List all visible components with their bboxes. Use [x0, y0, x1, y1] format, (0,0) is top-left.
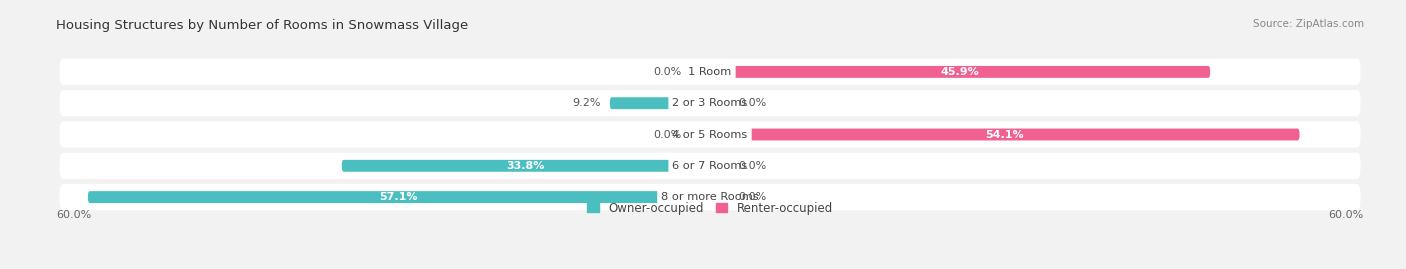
Text: 4 or 5 Rooms: 4 or 5 Rooms	[672, 129, 748, 140]
FancyBboxPatch shape	[710, 160, 730, 172]
Text: Housing Structures by Number of Rooms in Snowmass Village: Housing Structures by Number of Rooms in…	[56, 19, 468, 32]
Text: 0.0%: 0.0%	[654, 129, 682, 140]
FancyBboxPatch shape	[710, 66, 1211, 78]
Text: 57.1%: 57.1%	[380, 192, 418, 202]
Text: 6 or 7 Rooms: 6 or 7 Rooms	[672, 161, 748, 171]
FancyBboxPatch shape	[59, 90, 1361, 116]
FancyBboxPatch shape	[59, 153, 1361, 179]
Text: 0.0%: 0.0%	[654, 67, 682, 77]
FancyBboxPatch shape	[710, 129, 1299, 140]
FancyBboxPatch shape	[87, 191, 710, 203]
Legend: Owner-occupied, Renter-occupied: Owner-occupied, Renter-occupied	[586, 202, 834, 215]
Text: 8 or more Rooms: 8 or more Rooms	[661, 192, 759, 202]
FancyBboxPatch shape	[610, 97, 710, 109]
Text: 0.0%: 0.0%	[738, 98, 766, 108]
FancyBboxPatch shape	[690, 129, 710, 140]
Text: 33.8%: 33.8%	[506, 161, 546, 171]
Text: 45.9%: 45.9%	[941, 67, 980, 77]
Text: 0.0%: 0.0%	[738, 192, 766, 202]
FancyBboxPatch shape	[59, 59, 1361, 85]
FancyBboxPatch shape	[690, 66, 710, 78]
Text: 9.2%: 9.2%	[572, 98, 602, 108]
Text: 54.1%: 54.1%	[986, 129, 1024, 140]
FancyBboxPatch shape	[710, 97, 730, 109]
FancyBboxPatch shape	[342, 160, 710, 172]
Text: 1 Room: 1 Room	[689, 67, 731, 77]
Text: Source: ZipAtlas.com: Source: ZipAtlas.com	[1253, 19, 1364, 29]
FancyBboxPatch shape	[59, 121, 1361, 148]
Text: 2 or 3 Rooms: 2 or 3 Rooms	[672, 98, 748, 108]
FancyBboxPatch shape	[59, 184, 1361, 210]
FancyBboxPatch shape	[710, 191, 730, 203]
Text: 60.0%: 60.0%	[56, 210, 91, 220]
Text: 0.0%: 0.0%	[738, 161, 766, 171]
Text: 60.0%: 60.0%	[1329, 210, 1364, 220]
